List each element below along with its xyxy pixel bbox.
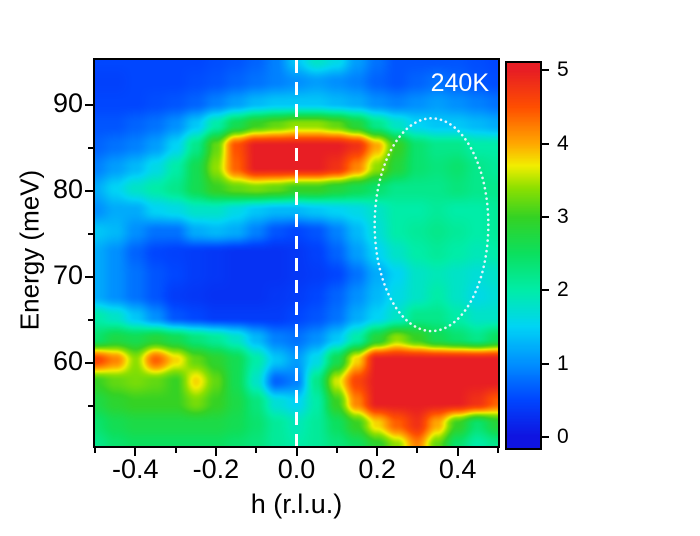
x-major-tick	[214, 448, 217, 456]
colorbar-tick-label: 2	[557, 278, 569, 302]
y-major-tick	[85, 361, 93, 364]
colorbar-tick	[542, 69, 549, 72]
x-major-tick	[456, 448, 459, 456]
x-minor-tick	[94, 448, 96, 453]
x-minor-tick	[497, 448, 499, 453]
colorbar-tick-label: 4	[557, 131, 569, 155]
x-minor-tick	[416, 448, 419, 453]
x-major-tick	[295, 448, 298, 456]
x-tick-label: 0.0	[277, 454, 316, 484]
y-tick-label: 90	[52, 88, 83, 119]
y-minor-tick	[88, 318, 93, 321]
y-tick-label: 60	[52, 345, 83, 376]
y-tick-label: 80	[52, 174, 83, 205]
colorbar-tick	[542, 362, 549, 365]
y-major-tick	[85, 276, 93, 279]
colorbar-tick	[542, 436, 549, 438]
x-tick-label: -0.4	[112, 454, 159, 484]
colorbar-tick-label: 1	[557, 351, 569, 375]
colorbar-tick	[542, 289, 549, 292]
temperature-label: 240K	[430, 69, 489, 97]
heatmap-canvas	[95, 60, 498, 446]
x-tick-label: 0.4	[438, 454, 477, 484]
colorbar-canvas	[507, 63, 540, 448]
x-major-tick	[134, 448, 137, 456]
x-minor-tick	[335, 448, 338, 453]
x-tick-label: 0.2	[358, 454, 396, 484]
colorbar-tick	[542, 142, 549, 145]
y-minor-tick	[88, 147, 93, 150]
y-major-tick	[85, 190, 93, 193]
colorbar-tick-label: 5	[557, 58, 569, 82]
x-major-tick	[376, 448, 379, 456]
x-minor-tick	[174, 448, 177, 453]
x-minor-tick	[255, 448, 258, 453]
x-axis-label: h (r.l.u.)	[250, 489, 343, 519]
y-major-tick	[85, 104, 93, 107]
colorbar-tick	[542, 216, 549, 218]
colorbar-tick-label: 3	[557, 205, 569, 228]
y-minor-tick	[88, 233, 93, 236]
y-tick-label: 70	[52, 260, 83, 291]
x-tick-label: -0.2	[192, 454, 240, 484]
colorbar-tick-label: 0	[557, 425, 569, 448]
y-minor-tick	[88, 404, 93, 407]
